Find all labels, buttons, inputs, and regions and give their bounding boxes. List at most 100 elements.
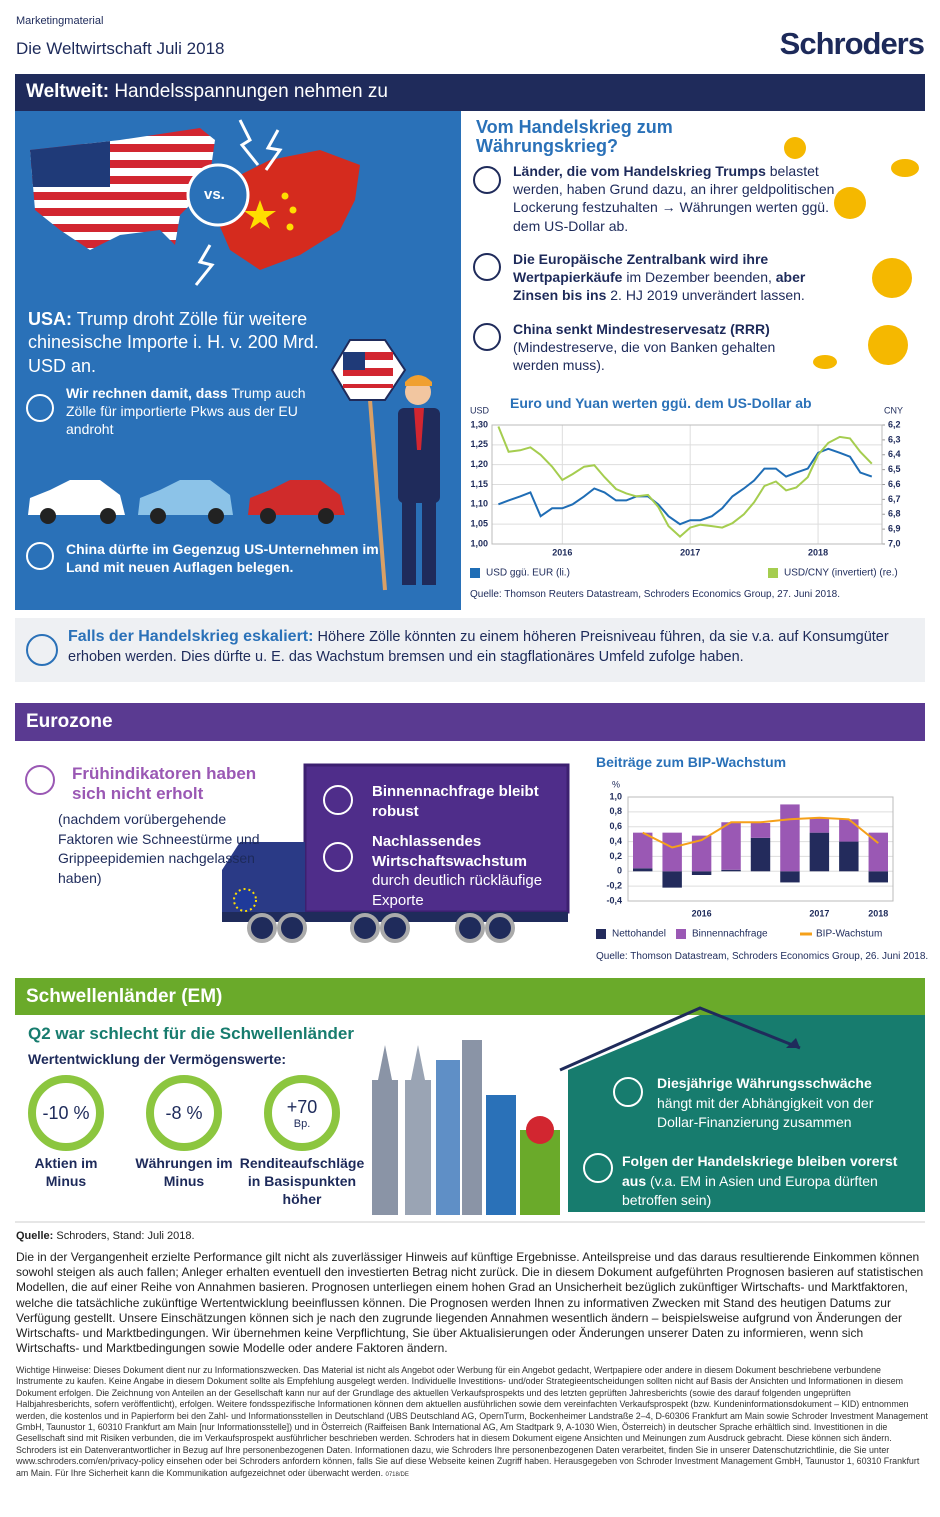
asset-label: Aktien im Minus [34, 1155, 98, 1190]
bolt-icon [613, 1077, 643, 1107]
em-panel [568, 1015, 925, 1212]
text: Wichtige Hinweise: Dieses Dokument dient… [16, 1365, 928, 1478]
text: im Dezember beenden, [626, 269, 772, 286]
y-tick-label: 0,4 [609, 836, 622, 846]
text: hängt mit der Abhängigkeit von der Dolla… [657, 1094, 874, 1131]
em-heading: Schwellenländer (EM) [26, 986, 223, 1007]
x-tick-label: 2018 [808, 547, 828, 557]
disclaimer: Die in der Vergangenheit erzielte Perfor… [16, 1250, 924, 1356]
dollar-icon [583, 1153, 613, 1183]
y-tick-label: 0,6 [609, 821, 622, 831]
y-tick-label: 1,0 [609, 791, 622, 801]
point: Die Europäische Zentralbank wird ihre We… [513, 250, 853, 305]
text: durch deutlich rückläufige Exporte [372, 872, 543, 909]
lightning [238, 119, 260, 166]
legend-label: Nettohandel [612, 929, 666, 940]
x-tick-label: 2017 [680, 547, 700, 557]
sign-pole [368, 399, 387, 591]
y-tick-label: -0,2 [606, 881, 622, 891]
text-bold: aber Zinsen bis ins [513, 269, 806, 304]
series-line [642, 816, 879, 849]
coin [834, 187, 866, 219]
y2-tick-label: 6,5 [888, 464, 901, 474]
bar-segment [750, 837, 771, 872]
lightning [264, 129, 283, 171]
point: China senkt Mindestreservesatz (RRR) (Mi… [513, 320, 803, 375]
china-star [289, 206, 297, 214]
y-tick-label: 1,20 [470, 459, 488, 469]
text-bold: Falls der Handelskrieg eskaliert: [68, 628, 314, 645]
bar-segment [662, 871, 682, 888]
text-bold: Diesjährige Währungsschwäche [657, 1075, 872, 1091]
y-tick-label: 0 [617, 866, 622, 876]
y-axis-label: % [612, 779, 620, 789]
text: Trump auch Zölle für importierte Pkws au… [66, 385, 306, 438]
truck-text: Binnennachfrage bleibt robust [372, 783, 539, 820]
notice: Wichtige Hinweise: Dieses Dokument dient… [16, 1365, 928, 1479]
eurozone-heading: Eurozone [26, 711, 113, 732]
y2-tick-label: 6,2 [888, 419, 901, 429]
coin [784, 137, 806, 159]
plot-frame [627, 796, 894, 902]
china-star [286, 223, 294, 231]
text-bold: Folgen der Handelskriege bleiben vorerst… [622, 1153, 898, 1189]
eurozone-title: Frühindikatoren haben sich nicht erholt [72, 764, 257, 803]
bar-segment [868, 871, 888, 883]
y-tick-label: 1,30 [470, 419, 488, 429]
eurozone-note: (nachdem vorübergehende Faktoren wie Sch… [58, 811, 260, 886]
text-bold: Die Europäische Zentralbank wird ihre We… [513, 251, 769, 286]
text: 2. HJ 2019 unverändert lassen. [610, 287, 805, 304]
currency-icon [473, 166, 501, 194]
trend-arrow [559, 1006, 801, 1072]
plot-frame [491, 424, 883, 545]
car [28, 480, 125, 524]
coin [872, 258, 912, 298]
car-icon [26, 394, 54, 422]
text: belastet werden, haben Grund dazu, an ih… [513, 163, 835, 234]
eu-flag [233, 888, 257, 912]
x-tick-label: 2017 [809, 908, 829, 918]
doc-code: 0718/DE [385, 1471, 409, 1478]
bar-segment [721, 822, 741, 870]
text-bold: Länder, die vom Handelskrieg Trumps [513, 163, 766, 179]
chart-title: Euro und Yuan werten ggü. dem US-Dollar … [510, 395, 812, 411]
assets-title: Wertentwicklung der Vermögenswerte: [28, 1051, 287, 1067]
bar-segment [809, 832, 830, 872]
bar-segment [809, 817, 830, 833]
man-hair [405, 375, 432, 386]
bar-segment [780, 871, 800, 883]
asset-label: Währungen im Minus [135, 1155, 233, 1190]
y-tick-label: 1,10 [470, 499, 488, 509]
coin [813, 355, 837, 369]
asset-value: -10 % [42, 1103, 90, 1123]
y-tick-label: 1,15 [470, 479, 488, 489]
footer-source: Quelle: Schroders, Stand: Juli 2018. [16, 1229, 195, 1243]
y2-tick-label: 6,8 [888, 509, 901, 519]
em-point: Diesjährige Währungsschwäche hängt mit d… [657, 1074, 907, 1133]
chart-source: Quelle: Thomson Reuters Datastream, Schr… [470, 589, 840, 600]
text: (Mindestreserve, die von Banken gehalten… [513, 339, 776, 374]
asset-value: -8 % [165, 1103, 203, 1123]
currency-title: Vom Handelskrieg zum Währungskrieg? [476, 117, 673, 156]
man-leg [422, 500, 436, 585]
china-star [281, 192, 289, 200]
bar-segment [750, 823, 771, 838]
bar-segment [662, 832, 682, 872]
text: Trump droht Zölle für weitere chinesisch… [28, 309, 319, 376]
sign-flag [343, 352, 365, 370]
series-line [497, 426, 873, 538]
y2-tick-label: 6,9 [888, 524, 901, 534]
legend-label: Binnennachfrage [692, 929, 768, 940]
asset-rings [28, 1075, 340, 1151]
truck-trailer [303, 763, 570, 914]
y2-tick-label: 6,7 [888, 494, 901, 504]
lightning [194, 244, 215, 286]
y2-tick-label: 6,4 [888, 449, 901, 459]
china-text: China dürfte im Gegenzug US-Unternehmen … [66, 541, 379, 576]
em-subtitle: Q2 war schlecht für die Schwellenländer [28, 1024, 354, 1043]
y-axis-label: USD [470, 405, 490, 415]
china-map [215, 150, 360, 270]
car [248, 480, 345, 524]
bar-segment [839, 819, 859, 842]
